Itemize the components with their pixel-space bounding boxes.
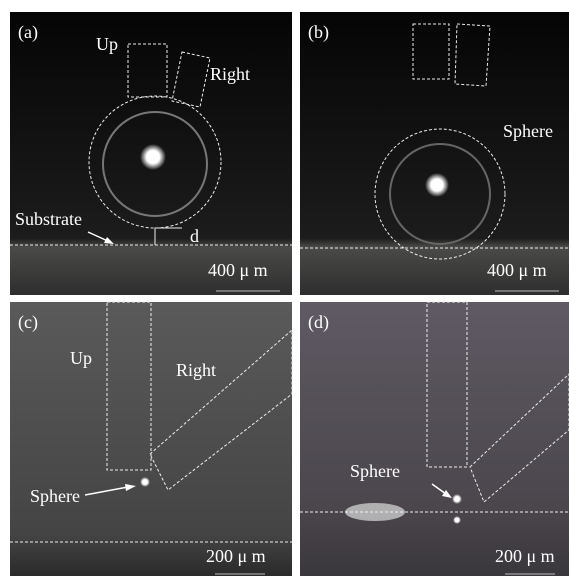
label: d — [190, 226, 199, 246]
label: Sphere — [503, 121, 553, 141]
label: Substrate — [15, 209, 82, 229]
label: Right — [176, 360, 216, 380]
label: Up — [96, 34, 118, 54]
sphere — [140, 477, 150, 487]
scale-label: 200 μ m — [206, 546, 266, 566]
figure: (a) Up Right Substrate d 400 μ m (b) Sph… — [0, 0, 569, 576]
panel-b: (b) Sphere 400 μ m — [300, 12, 569, 295]
panel-a: (a) Up Right Substrate d 400 μ m — [10, 12, 292, 295]
label: Sphere — [350, 461, 400, 481]
panel-label: (b) — [308, 22, 329, 43]
light-spot — [425, 173, 449, 197]
label: Up — [70, 348, 92, 368]
sphere-reflection — [453, 516, 461, 524]
panel-d: (d) Sphere 200 μ m — [300, 302, 569, 576]
panel-label: (c) — [18, 312, 38, 333]
panel-c: (c) Up Right Sphere 200 μ m — [10, 302, 292, 576]
page: (a) Up Right Substrate d 400 μ m (b) Sph… — [0, 0, 569, 576]
label: Sphere — [30, 486, 80, 506]
panel-label: (a) — [18, 22, 38, 43]
light-spot — [140, 144, 166, 170]
label: Right — [210, 64, 250, 84]
panel-label: (d) — [308, 312, 329, 333]
scale-label: 400 μ m — [487, 260, 547, 280]
image — [300, 302, 569, 576]
scale-label: 400 μ m — [208, 260, 268, 280]
image — [300, 12, 569, 295]
sphere — [452, 494, 462, 504]
scale-label: 200 μ m — [495, 546, 555, 566]
